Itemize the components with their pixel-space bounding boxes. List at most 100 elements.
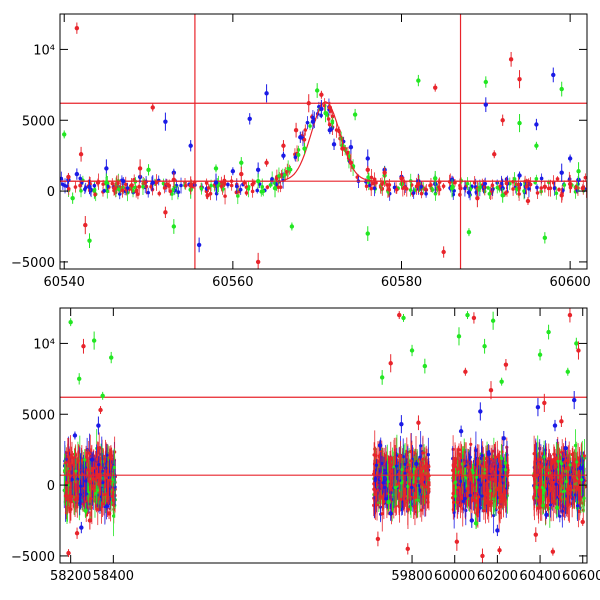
top-data-point <box>150 180 155 185</box>
bottom-x-tick-label: 59800 <box>391 569 432 584</box>
bottom-data-point <box>533 532 538 537</box>
top-data-point <box>458 186 463 191</box>
top-data-point <box>348 144 354 150</box>
bottom-data-point <box>559 419 564 424</box>
top-data-point <box>567 181 573 187</box>
top-panel: 60540 60560 60580 60600 −5000 0 5000 10⁴ <box>11 13 591 290</box>
top-data-point <box>272 186 278 191</box>
bottom-data-point <box>399 421 404 427</box>
bottom-data-point <box>578 465 583 471</box>
top-data-point <box>382 170 387 175</box>
bottom-y-tick-label: −5000 <box>11 550 55 565</box>
bottom-data-point <box>405 546 410 552</box>
top-data-point <box>542 235 548 241</box>
top-data-point <box>517 173 522 178</box>
bottom-data-point <box>388 361 393 366</box>
top-data-point <box>306 101 311 106</box>
top-data-point <box>576 169 581 174</box>
bottom-data-point <box>465 312 470 318</box>
bottom-data-point <box>495 528 500 533</box>
bottom-data-point <box>580 519 585 525</box>
top-data-point <box>163 210 168 215</box>
top-data-point <box>163 119 168 124</box>
bottom-data-point <box>544 512 549 518</box>
top-data-point <box>230 169 236 174</box>
top-data-point <box>281 143 286 148</box>
bottom-data-point <box>397 312 402 318</box>
bottom-data-point <box>574 341 579 346</box>
bottom-data-point <box>503 362 509 367</box>
top-data-point <box>348 160 354 165</box>
top-data-point <box>319 92 324 97</box>
top-data-point <box>433 176 438 181</box>
bottom-data-point <box>456 334 462 339</box>
bottom-series-2 <box>66 308 585 563</box>
top-data-point <box>247 116 252 122</box>
top-data-point <box>298 135 303 140</box>
bottom-series-0 <box>72 391 583 537</box>
bottom-x-tick-label: 60200 <box>477 569 518 584</box>
top-data-point <box>365 231 370 236</box>
bottom-data-point <box>473 521 479 526</box>
top-data-point <box>264 91 269 96</box>
top-data-point <box>310 119 316 124</box>
top-data-point <box>319 106 324 112</box>
bottom-data-point <box>87 518 93 523</box>
top-data-point <box>104 166 109 171</box>
top-data-point <box>87 238 92 243</box>
top-y-tick-label: 0 <box>47 185 55 200</box>
top-data-point <box>500 118 505 123</box>
top-data-point <box>466 190 472 195</box>
bottom-data-point <box>576 348 581 353</box>
top-data-point <box>293 127 299 133</box>
bottom-data-point <box>66 550 71 556</box>
bottom-data-point <box>542 400 547 406</box>
top-data-point <box>121 178 126 184</box>
bottom-data-point <box>106 511 112 516</box>
bottom-data-point <box>91 338 97 343</box>
top-data-point <box>567 156 573 161</box>
top-data-point <box>323 110 328 116</box>
top-data-point <box>188 143 193 148</box>
bottom-y-tick-label: 0 <box>47 479 55 494</box>
bottom-data-point <box>72 433 78 438</box>
top-data-point <box>62 132 67 137</box>
top-data-point <box>551 72 556 78</box>
bottom-data-point <box>81 344 86 349</box>
top-data-point <box>188 183 193 188</box>
top-data-point <box>66 174 71 180</box>
top-data-point <box>517 120 522 126</box>
top-data-point <box>559 170 564 175</box>
top-data-point <box>213 180 219 185</box>
top-data-point <box>281 153 286 158</box>
bottom-data-point <box>486 451 492 457</box>
top-data-point <box>466 229 472 235</box>
bottom-data-point <box>379 375 385 380</box>
top-data-point <box>171 177 177 182</box>
bottom-data-point <box>377 443 383 448</box>
bottom-data-point <box>454 539 460 544</box>
bottom-data-point <box>554 505 560 510</box>
top-panel-frame <box>59 13 588 270</box>
top-data-point <box>331 142 337 147</box>
top-data-point <box>365 167 370 173</box>
top-data-point <box>483 79 489 85</box>
bottom-data-point <box>68 319 73 325</box>
top-data-point <box>475 195 480 201</box>
top-y-tick-label: 10⁴ <box>33 43 55 58</box>
top-data-point <box>365 156 370 161</box>
bottom-noise-band <box>62 429 587 537</box>
bottom-data-point <box>550 549 556 554</box>
top-data-point <box>289 224 295 229</box>
top-x-tick-label: 60560 <box>212 275 253 290</box>
top-y-tick-label: 5000 <box>22 114 55 129</box>
bottom-data-point <box>501 436 506 441</box>
bottom-x-tick-label: 60600 <box>562 569 600 584</box>
bottom-data-point <box>535 404 541 410</box>
top-data-point <box>87 184 92 190</box>
bottom-x-tick-label: 58200 <box>50 569 91 584</box>
top-data-point <box>327 105 333 110</box>
top-data-point <box>171 224 177 229</box>
bottom-data-point <box>471 315 477 321</box>
